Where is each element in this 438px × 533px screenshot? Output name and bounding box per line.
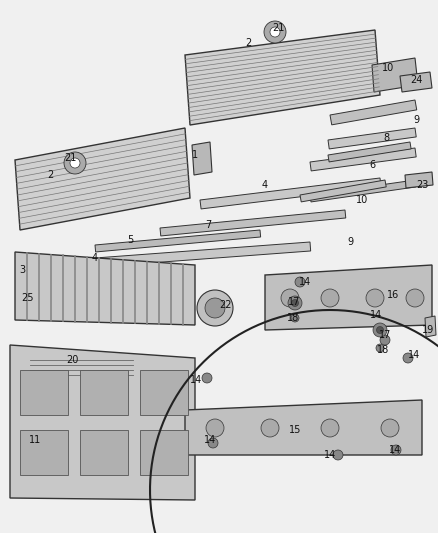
Polygon shape xyxy=(400,72,432,92)
Polygon shape xyxy=(185,30,380,125)
Text: 4: 4 xyxy=(262,180,268,190)
Bar xyxy=(80,430,128,475)
Polygon shape xyxy=(328,128,416,149)
Text: 4: 4 xyxy=(92,253,98,263)
Polygon shape xyxy=(15,252,195,325)
Text: 25: 25 xyxy=(22,293,34,303)
Circle shape xyxy=(295,277,305,287)
Circle shape xyxy=(64,152,86,174)
Circle shape xyxy=(381,419,399,437)
Text: 17: 17 xyxy=(288,297,300,307)
Text: 14: 14 xyxy=(299,277,311,287)
Circle shape xyxy=(366,289,384,307)
Text: 14: 14 xyxy=(324,450,336,460)
Polygon shape xyxy=(310,180,416,202)
Text: 10: 10 xyxy=(382,63,394,73)
Text: 14: 14 xyxy=(190,375,202,385)
Text: 15: 15 xyxy=(289,425,301,435)
Text: 17: 17 xyxy=(379,330,391,340)
Polygon shape xyxy=(265,265,432,330)
Circle shape xyxy=(333,450,343,460)
Bar xyxy=(80,370,128,415)
Bar xyxy=(20,430,68,475)
Text: 18: 18 xyxy=(377,345,389,355)
Circle shape xyxy=(264,21,286,43)
Circle shape xyxy=(391,445,401,455)
Circle shape xyxy=(376,344,384,352)
Circle shape xyxy=(202,373,212,383)
Text: 8: 8 xyxy=(383,133,389,143)
Polygon shape xyxy=(160,210,346,236)
Circle shape xyxy=(373,323,387,337)
Polygon shape xyxy=(28,355,135,382)
Text: 24: 24 xyxy=(410,75,422,85)
Bar xyxy=(140,370,188,415)
Polygon shape xyxy=(95,230,261,252)
Polygon shape xyxy=(330,100,417,125)
Circle shape xyxy=(291,314,299,322)
Circle shape xyxy=(403,353,413,363)
Text: 16: 16 xyxy=(387,290,399,300)
Polygon shape xyxy=(405,172,433,188)
Text: 2: 2 xyxy=(245,38,251,48)
Text: 21: 21 xyxy=(64,153,76,163)
Polygon shape xyxy=(192,142,212,175)
Text: 11: 11 xyxy=(29,435,41,445)
Circle shape xyxy=(261,419,279,437)
Circle shape xyxy=(206,419,224,437)
Text: 1: 1 xyxy=(192,150,198,160)
Text: 5: 5 xyxy=(127,235,133,245)
Circle shape xyxy=(281,289,299,307)
Circle shape xyxy=(321,419,339,437)
Circle shape xyxy=(205,298,225,318)
Text: 18: 18 xyxy=(287,313,299,323)
Polygon shape xyxy=(372,58,418,92)
Text: 22: 22 xyxy=(219,300,231,310)
Polygon shape xyxy=(425,316,436,337)
Text: 3: 3 xyxy=(19,265,25,275)
Text: 14: 14 xyxy=(370,310,382,320)
Text: 23: 23 xyxy=(416,180,428,190)
Circle shape xyxy=(321,289,339,307)
Text: 9: 9 xyxy=(347,237,353,247)
Text: 2: 2 xyxy=(47,170,53,180)
Text: 7: 7 xyxy=(205,220,211,230)
Circle shape xyxy=(288,296,302,310)
Text: 10: 10 xyxy=(356,195,368,205)
Polygon shape xyxy=(185,400,422,455)
Polygon shape xyxy=(15,128,190,230)
Polygon shape xyxy=(328,142,411,162)
Text: 14: 14 xyxy=(408,350,420,360)
Circle shape xyxy=(406,289,424,307)
Circle shape xyxy=(380,335,390,345)
Text: 9: 9 xyxy=(413,115,419,125)
Bar xyxy=(140,430,188,475)
Circle shape xyxy=(197,290,233,326)
Polygon shape xyxy=(10,345,195,500)
Polygon shape xyxy=(310,148,416,171)
Circle shape xyxy=(270,27,280,37)
Circle shape xyxy=(292,300,299,306)
Polygon shape xyxy=(200,178,381,209)
Polygon shape xyxy=(95,242,311,267)
Text: 14: 14 xyxy=(389,445,401,455)
Text: 20: 20 xyxy=(66,355,78,365)
Circle shape xyxy=(208,438,218,448)
Circle shape xyxy=(70,158,80,168)
Bar xyxy=(20,370,68,415)
Text: 21: 21 xyxy=(272,23,284,33)
Text: 19: 19 xyxy=(422,325,434,335)
Polygon shape xyxy=(300,180,386,202)
Text: 14: 14 xyxy=(204,435,216,445)
Text: 6: 6 xyxy=(369,160,375,170)
Circle shape xyxy=(377,327,384,334)
